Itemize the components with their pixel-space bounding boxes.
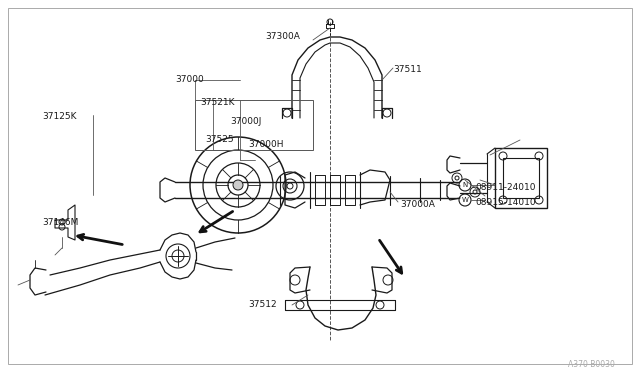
Text: 08911-24010: 08911-24010 <box>475 183 536 192</box>
Text: 08915-14010: 08915-14010 <box>475 198 536 207</box>
Text: 37000: 37000 <box>175 75 204 84</box>
Text: 37521K: 37521K <box>200 98 234 107</box>
Text: N: N <box>462 182 468 188</box>
Circle shape <box>233 180 243 190</box>
Text: A370 B0030: A370 B0030 <box>568 360 615 369</box>
Text: 37125K: 37125K <box>42 112 77 121</box>
Text: 37000J: 37000J <box>230 117 261 126</box>
Bar <box>503 158 539 198</box>
Bar <box>495 148 547 208</box>
Text: 37000A: 37000A <box>400 200 435 209</box>
Text: 37511: 37511 <box>393 65 422 74</box>
Text: 37146M: 37146M <box>42 218 78 227</box>
Text: 37525: 37525 <box>205 135 234 144</box>
Text: W: W <box>461 197 468 203</box>
Text: 37000H: 37000H <box>248 140 284 149</box>
Text: 37512: 37512 <box>248 300 276 309</box>
Bar <box>195 100 313 150</box>
Text: 37300A: 37300A <box>265 32 300 41</box>
